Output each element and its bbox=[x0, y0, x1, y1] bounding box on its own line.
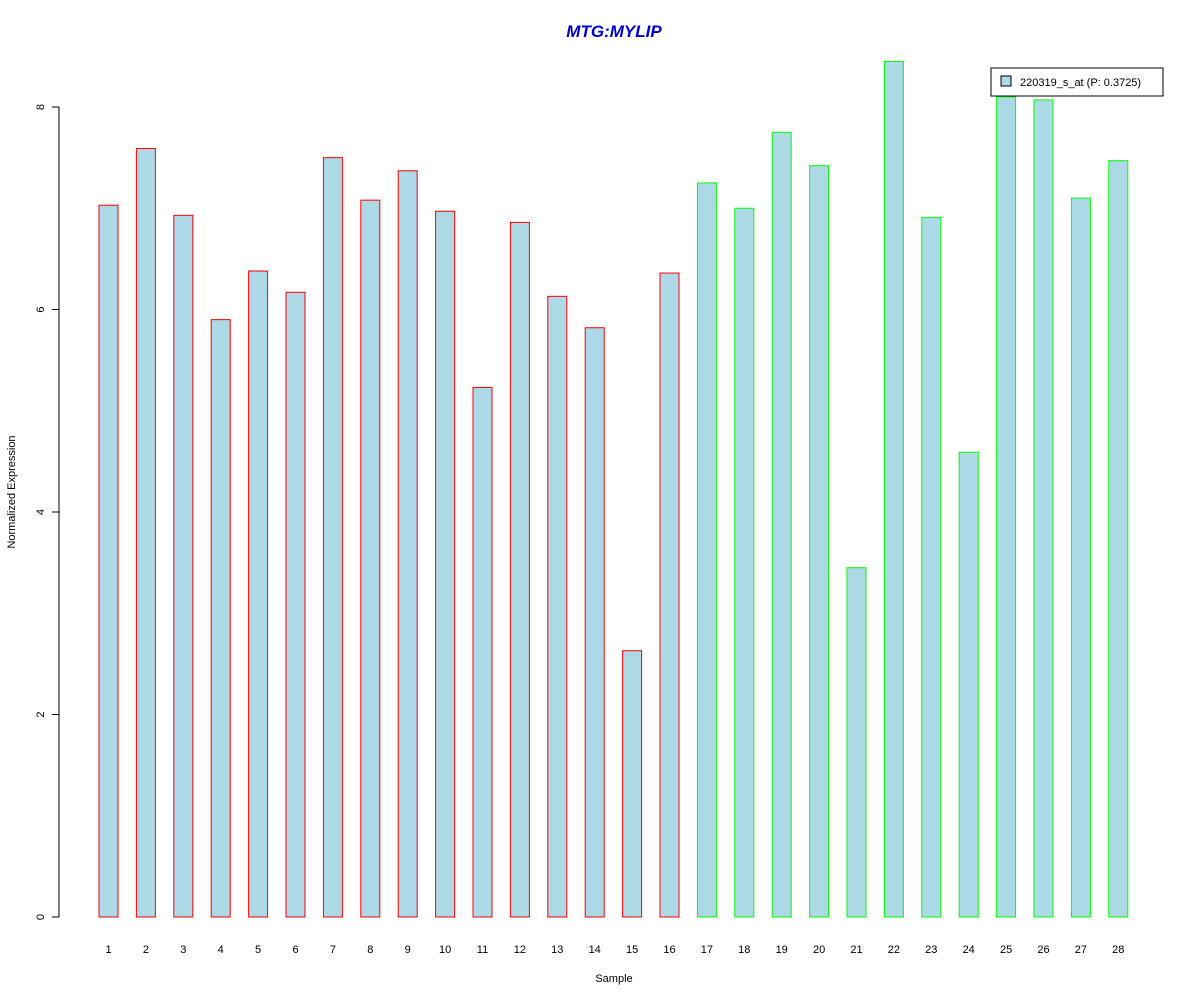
x-tick-labels: 1 2 3 4 5 6 7 8 9 10 11 12 13 14 15 16 17 18 19 20 21 22 23 24 2… bbox=[105, 944, 1124, 956]
x-tick-label: 1 bbox=[105, 944, 111, 956]
bar-sample-14 bbox=[584, 327, 605, 918]
y-tick-label: 6 bbox=[35, 306, 47, 312]
x-tick-label: 16 bbox=[663, 944, 675, 956]
x-tick-label: 2 bbox=[143, 944, 149, 956]
x-tick-label: 28 bbox=[1112, 944, 1124, 956]
bar-sample-24 bbox=[958, 451, 979, 918]
bar-sample-9 bbox=[397, 170, 418, 918]
y-tick-label: 8 bbox=[35, 104, 47, 110]
bar-sample-28 bbox=[1108, 160, 1129, 918]
bar-sample-13 bbox=[547, 295, 568, 918]
bar-sample-11 bbox=[472, 386, 493, 918]
x-tick-label: 15 bbox=[626, 944, 638, 956]
bar-sample-2 bbox=[135, 148, 156, 918]
bar-sample-25 bbox=[996, 96, 1017, 918]
x-tick-label: 18 bbox=[738, 944, 750, 956]
x-tick-label: 23 bbox=[925, 944, 937, 956]
x-tick-label: 11 bbox=[477, 944, 488, 956]
y-tick-label: 0 bbox=[35, 914, 47, 920]
x-tick-label: 12 bbox=[514, 944, 526, 956]
bar-sample-20 bbox=[809, 165, 830, 918]
bars-group bbox=[98, 60, 1129, 918]
bar-sample-3 bbox=[173, 214, 194, 918]
x-tick-label: 13 bbox=[551, 944, 563, 956]
x-tick-label: 4 bbox=[218, 944, 224, 956]
x-tick-label: 6 bbox=[292, 944, 298, 956]
bar-sample-17 bbox=[696, 182, 717, 918]
x-tick-label: 14 bbox=[589, 944, 601, 956]
y-tick-label: 4 bbox=[35, 509, 47, 515]
bar-sample-4 bbox=[210, 319, 231, 918]
chart-title: MTG:MYLIP bbox=[566, 22, 662, 41]
x-tick-label: 10 bbox=[439, 944, 451, 956]
bar-sample-1 bbox=[98, 204, 119, 918]
x-tick-label: 25 bbox=[1000, 944, 1012, 956]
bar-sample-27 bbox=[1070, 197, 1091, 918]
bar-sample-5 bbox=[248, 270, 269, 918]
bar-sample-12 bbox=[509, 221, 530, 918]
x-tick-label: 7 bbox=[330, 944, 336, 956]
y-axis-label: Normalized Expression bbox=[6, 435, 18, 548]
bar-sample-7 bbox=[322, 157, 343, 918]
bar-sample-19 bbox=[771, 131, 792, 918]
x-tick-label: 24 bbox=[963, 944, 975, 956]
bar-sample-22 bbox=[883, 60, 904, 918]
x-tick-label: 8 bbox=[367, 944, 373, 956]
bar-sample-21 bbox=[846, 567, 867, 918]
x-tick-label: 20 bbox=[813, 944, 825, 956]
y-tick-label: 2 bbox=[35, 711, 47, 717]
bar-sample-16 bbox=[659, 272, 680, 918]
x-tick-label: 9 bbox=[405, 944, 411, 956]
legend-swatch bbox=[1000, 75, 1012, 87]
bar-sample-8 bbox=[360, 199, 381, 918]
bar-sample-18 bbox=[734, 207, 755, 918]
legend-box bbox=[990, 67, 1164, 97]
x-axis-label: Sample bbox=[595, 973, 632, 985]
bar-sample-10 bbox=[435, 210, 456, 918]
bar-sample-26 bbox=[1033, 99, 1054, 918]
legend: 220319_s_at (P: 0.3725) bbox=[990, 67, 1164, 97]
y-axis: 0 2 4 6 8 bbox=[35, 104, 60, 920]
x-tick-label: 17 bbox=[701, 944, 713, 956]
legend-entry-label: 220319_s_at (P: 0.3725) bbox=[1020, 77, 1141, 89]
bar-sample-15 bbox=[622, 650, 643, 918]
x-tick-label: 21 bbox=[850, 944, 862, 956]
x-tick-label: 26 bbox=[1037, 944, 1049, 956]
x-tick-label: 22 bbox=[888, 944, 900, 956]
bar-sample-6 bbox=[285, 291, 306, 918]
x-tick-label: 5 bbox=[255, 944, 261, 956]
x-tick-label: 27 bbox=[1075, 944, 1087, 956]
bar-sample-23 bbox=[921, 216, 942, 918]
x-tick-label: 19 bbox=[776, 944, 788, 956]
x-tick-label: 3 bbox=[180, 944, 186, 956]
